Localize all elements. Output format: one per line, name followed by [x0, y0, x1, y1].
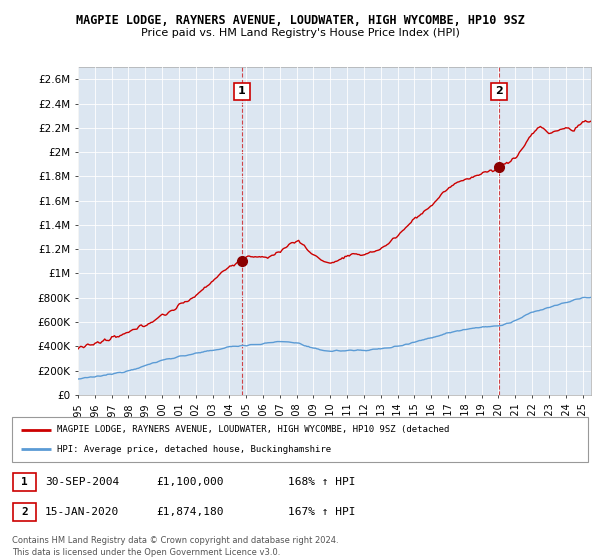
Text: This data is licensed under the Open Government Licence v3.0.: This data is licensed under the Open Gov…: [12, 548, 280, 557]
Text: 168% ↑ HPI: 168% ↑ HPI: [288, 477, 355, 487]
Text: £1,100,000: £1,100,000: [156, 477, 223, 487]
Text: Contains HM Land Registry data © Crown copyright and database right 2024.: Contains HM Land Registry data © Crown c…: [12, 536, 338, 545]
Text: HPI: Average price, detached house, Buckinghamshire: HPI: Average price, detached house, Buck…: [57, 445, 331, 454]
Text: Price paid vs. HM Land Registry's House Price Index (HPI): Price paid vs. HM Land Registry's House …: [140, 28, 460, 38]
Text: MAGPIE LODGE, RAYNERS AVENUE, LOUDWATER, HIGH WYCOMBE, HP10 9SZ: MAGPIE LODGE, RAYNERS AVENUE, LOUDWATER,…: [76, 14, 524, 27]
Text: 1: 1: [21, 477, 28, 487]
Text: 2: 2: [21, 507, 28, 517]
Text: 30-SEP-2004: 30-SEP-2004: [45, 477, 119, 487]
Text: £1,874,180: £1,874,180: [156, 507, 223, 517]
Text: 1: 1: [238, 86, 246, 96]
Text: 167% ↑ HPI: 167% ↑ HPI: [288, 507, 355, 517]
Text: 15-JAN-2020: 15-JAN-2020: [45, 507, 119, 517]
Text: MAGPIE LODGE, RAYNERS AVENUE, LOUDWATER, HIGH WYCOMBE, HP10 9SZ (detached: MAGPIE LODGE, RAYNERS AVENUE, LOUDWATER,…: [57, 425, 449, 434]
Text: 2: 2: [495, 86, 503, 96]
